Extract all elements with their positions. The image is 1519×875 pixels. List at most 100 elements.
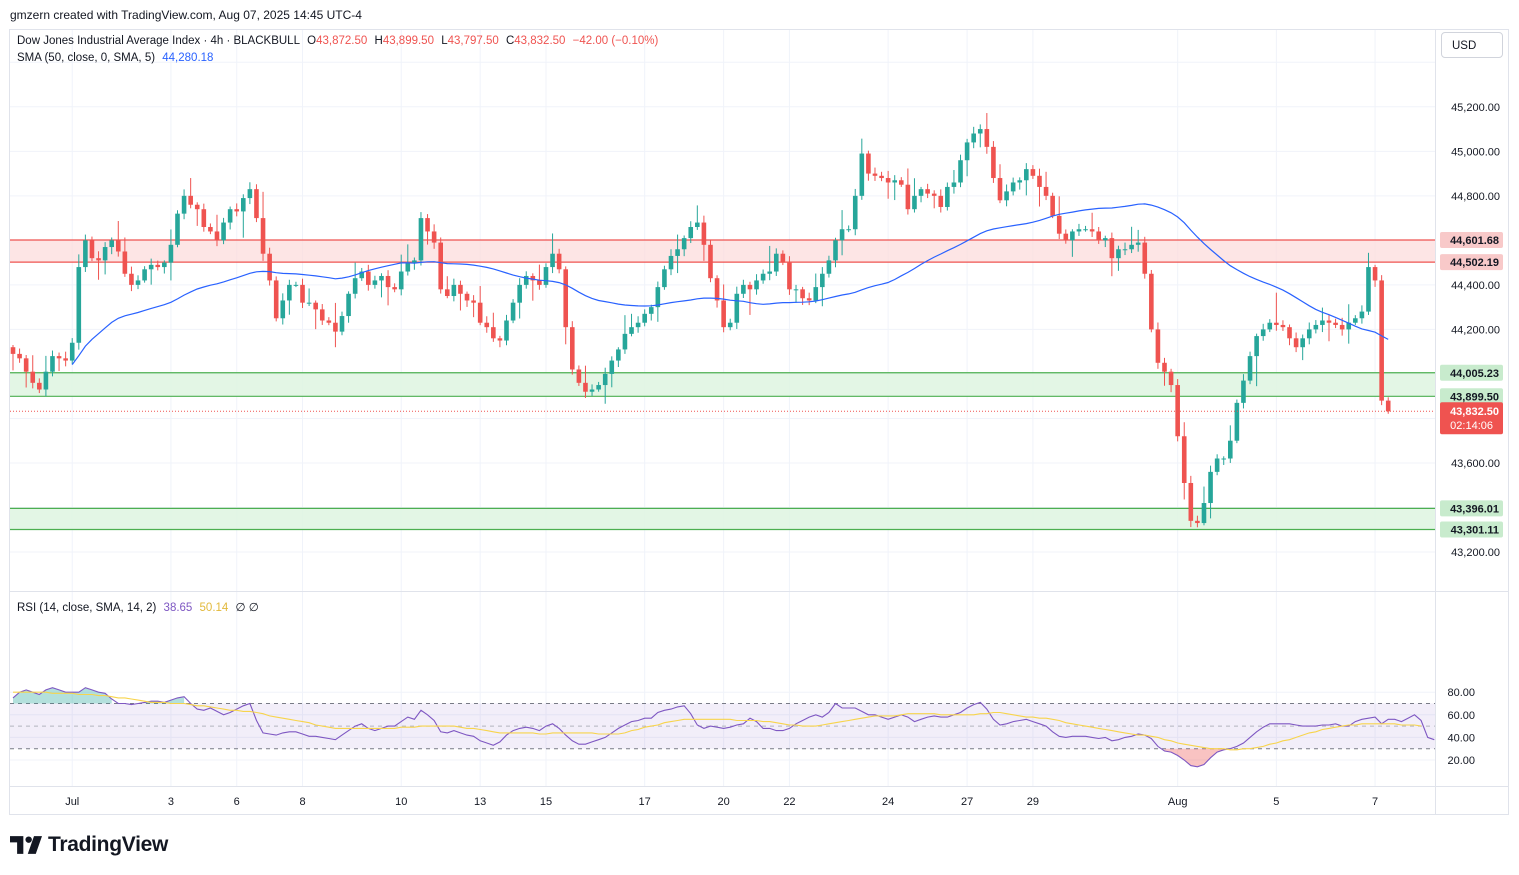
- sma-legend[interactable]: SMA (50, close, 0, SMA, 5) 44,280.18: [17, 52, 217, 64]
- candle-down: [23, 358, 29, 372]
- candle-up: [221, 222, 226, 241]
- close-value: 43,832.50: [514, 35, 566, 47]
- candle-up: [1017, 180, 1023, 183]
- candle-up: [352, 278, 358, 294]
- candle-up: [280, 300, 286, 319]
- candle-up: [1024, 169, 1029, 181]
- candle-down: [991, 146, 996, 179]
- candle-down: [701, 222, 707, 245]
- candle-down: [1274, 322, 1279, 325]
- candle-down: [188, 195, 193, 205]
- candle-down: [905, 184, 911, 210]
- candle-up: [1122, 249, 1128, 251]
- change-value: −42.00 (−0.10%): [572, 35, 659, 47]
- chart-frame: [9, 29, 1509, 815]
- candle-up: [852, 195, 858, 230]
- candle-down: [438, 242, 443, 290]
- candle-up: [1346, 322, 1352, 330]
- candle-up: [616, 349, 621, 361]
- candle-up: [1214, 458, 1220, 472]
- candle-up: [648, 307, 654, 314]
- resistance-low-price-tag-bg: [1440, 254, 1503, 271]
- label-layer: 43,200.0043,400.0043,600.0043,800.0044,0…: [65, 102, 1503, 808]
- candle-up: [510, 302, 516, 321]
- tradingview-logo-text: TradingView: [48, 833, 169, 856]
- support-high-price-tag-bg: [1440, 500, 1503, 517]
- time-tick-label: 3: [168, 796, 174, 808]
- candle-down: [885, 178, 891, 183]
- candle-down: [425, 218, 430, 232]
- rsi-tick-label: 60.00: [1447, 710, 1475, 722]
- price-legend: Dow Jones Industrial Average Index · 4h …: [17, 35, 662, 47]
- sma-value: 44,280.18: [162, 52, 214, 64]
- candle-down: [484, 322, 490, 328]
- support-low-price-tag: 43,301.11: [1451, 524, 1499, 536]
- resistance-zone: [10, 239, 1435, 263]
- candle-down: [1109, 238, 1115, 259]
- candle-up: [1228, 440, 1233, 459]
- tradingview-logo-icon: [10, 836, 42, 854]
- candle-up: [1353, 318, 1358, 323]
- rsi-tick-label: 80.00: [1447, 687, 1475, 699]
- candle-down: [1149, 273, 1154, 330]
- candle-down: [89, 240, 95, 259]
- time-tick-label: 22: [783, 796, 795, 808]
- candle-up: [379, 275, 384, 281]
- candle-down: [1181, 436, 1187, 483]
- candle-down: [267, 253, 272, 281]
- candle-down: [984, 129, 990, 147]
- candle-down: [1293, 338, 1299, 348]
- candle-up: [602, 373, 608, 386]
- price-tick-label: 43,600.00: [1451, 458, 1500, 470]
- candle-down: [122, 251, 128, 274]
- currency-button[interactable]: USD: [1441, 32, 1503, 58]
- candle-up: [287, 284, 292, 301]
- candle-up: [754, 280, 759, 290]
- candle-down: [96, 258, 101, 261]
- candle-down: [1333, 322, 1338, 325]
- price-tick-label: 44,200.00: [1451, 324, 1500, 336]
- symbol-title[interactable]: Dow Jones Industrial Average Index · 4h …: [17, 35, 300, 47]
- candle-up: [1313, 324, 1319, 330]
- candle-down: [214, 231, 220, 241]
- candle-up: [405, 262, 411, 272]
- zone-layer: [10, 239, 1435, 531]
- price-tick-label: 45,000.00: [1451, 146, 1500, 158]
- rsi-layer: [10, 687, 1435, 768]
- candle-up: [675, 249, 680, 256]
- open-value: 43,872.50: [316, 35, 368, 47]
- candle-up: [589, 389, 595, 392]
- time-tick-label: 15: [540, 796, 552, 808]
- candle-down: [1188, 482, 1194, 521]
- candle-down: [1162, 362, 1167, 372]
- candle-down: [1280, 324, 1286, 328]
- candle-up: [168, 244, 174, 263]
- last-price-tag-bg: [1440, 402, 1503, 435]
- candle-down: [464, 293, 470, 301]
- candle-layer: [10, 113, 1391, 528]
- candle-up: [833, 240, 838, 261]
- candle-down: [576, 369, 582, 383]
- candle-up: [523, 275, 529, 285]
- candle-up: [162, 262, 167, 268]
- candle-up: [517, 284, 522, 303]
- tradingview-logo[interactable]: TradingView: [10, 832, 168, 858]
- candle-up: [372, 280, 378, 285]
- rsi-legend[interactable]: RSI (14, close, SMA, 14, 2) 38.65 50.14 …: [17, 600, 263, 614]
- candle-up: [892, 180, 898, 183]
- candle-up: [767, 271, 772, 274]
- candle-up: [451, 284, 457, 297]
- line-layer: [10, 203, 1435, 412]
- candle-up: [1254, 336, 1259, 357]
- time-tick-label: 24: [882, 796, 894, 808]
- rsi-oversold-fill: [1164, 748, 1224, 767]
- candle-up: [550, 253, 555, 268]
- candle-up: [43, 371, 49, 390]
- candle-down: [780, 253, 786, 263]
- support-low-price-tag-bg: [1440, 388, 1503, 405]
- candle-up: [398, 271, 404, 290]
- candle-down: [721, 300, 726, 328]
- candle-up: [135, 280, 141, 285]
- grid-layer: [10, 30, 1435, 786]
